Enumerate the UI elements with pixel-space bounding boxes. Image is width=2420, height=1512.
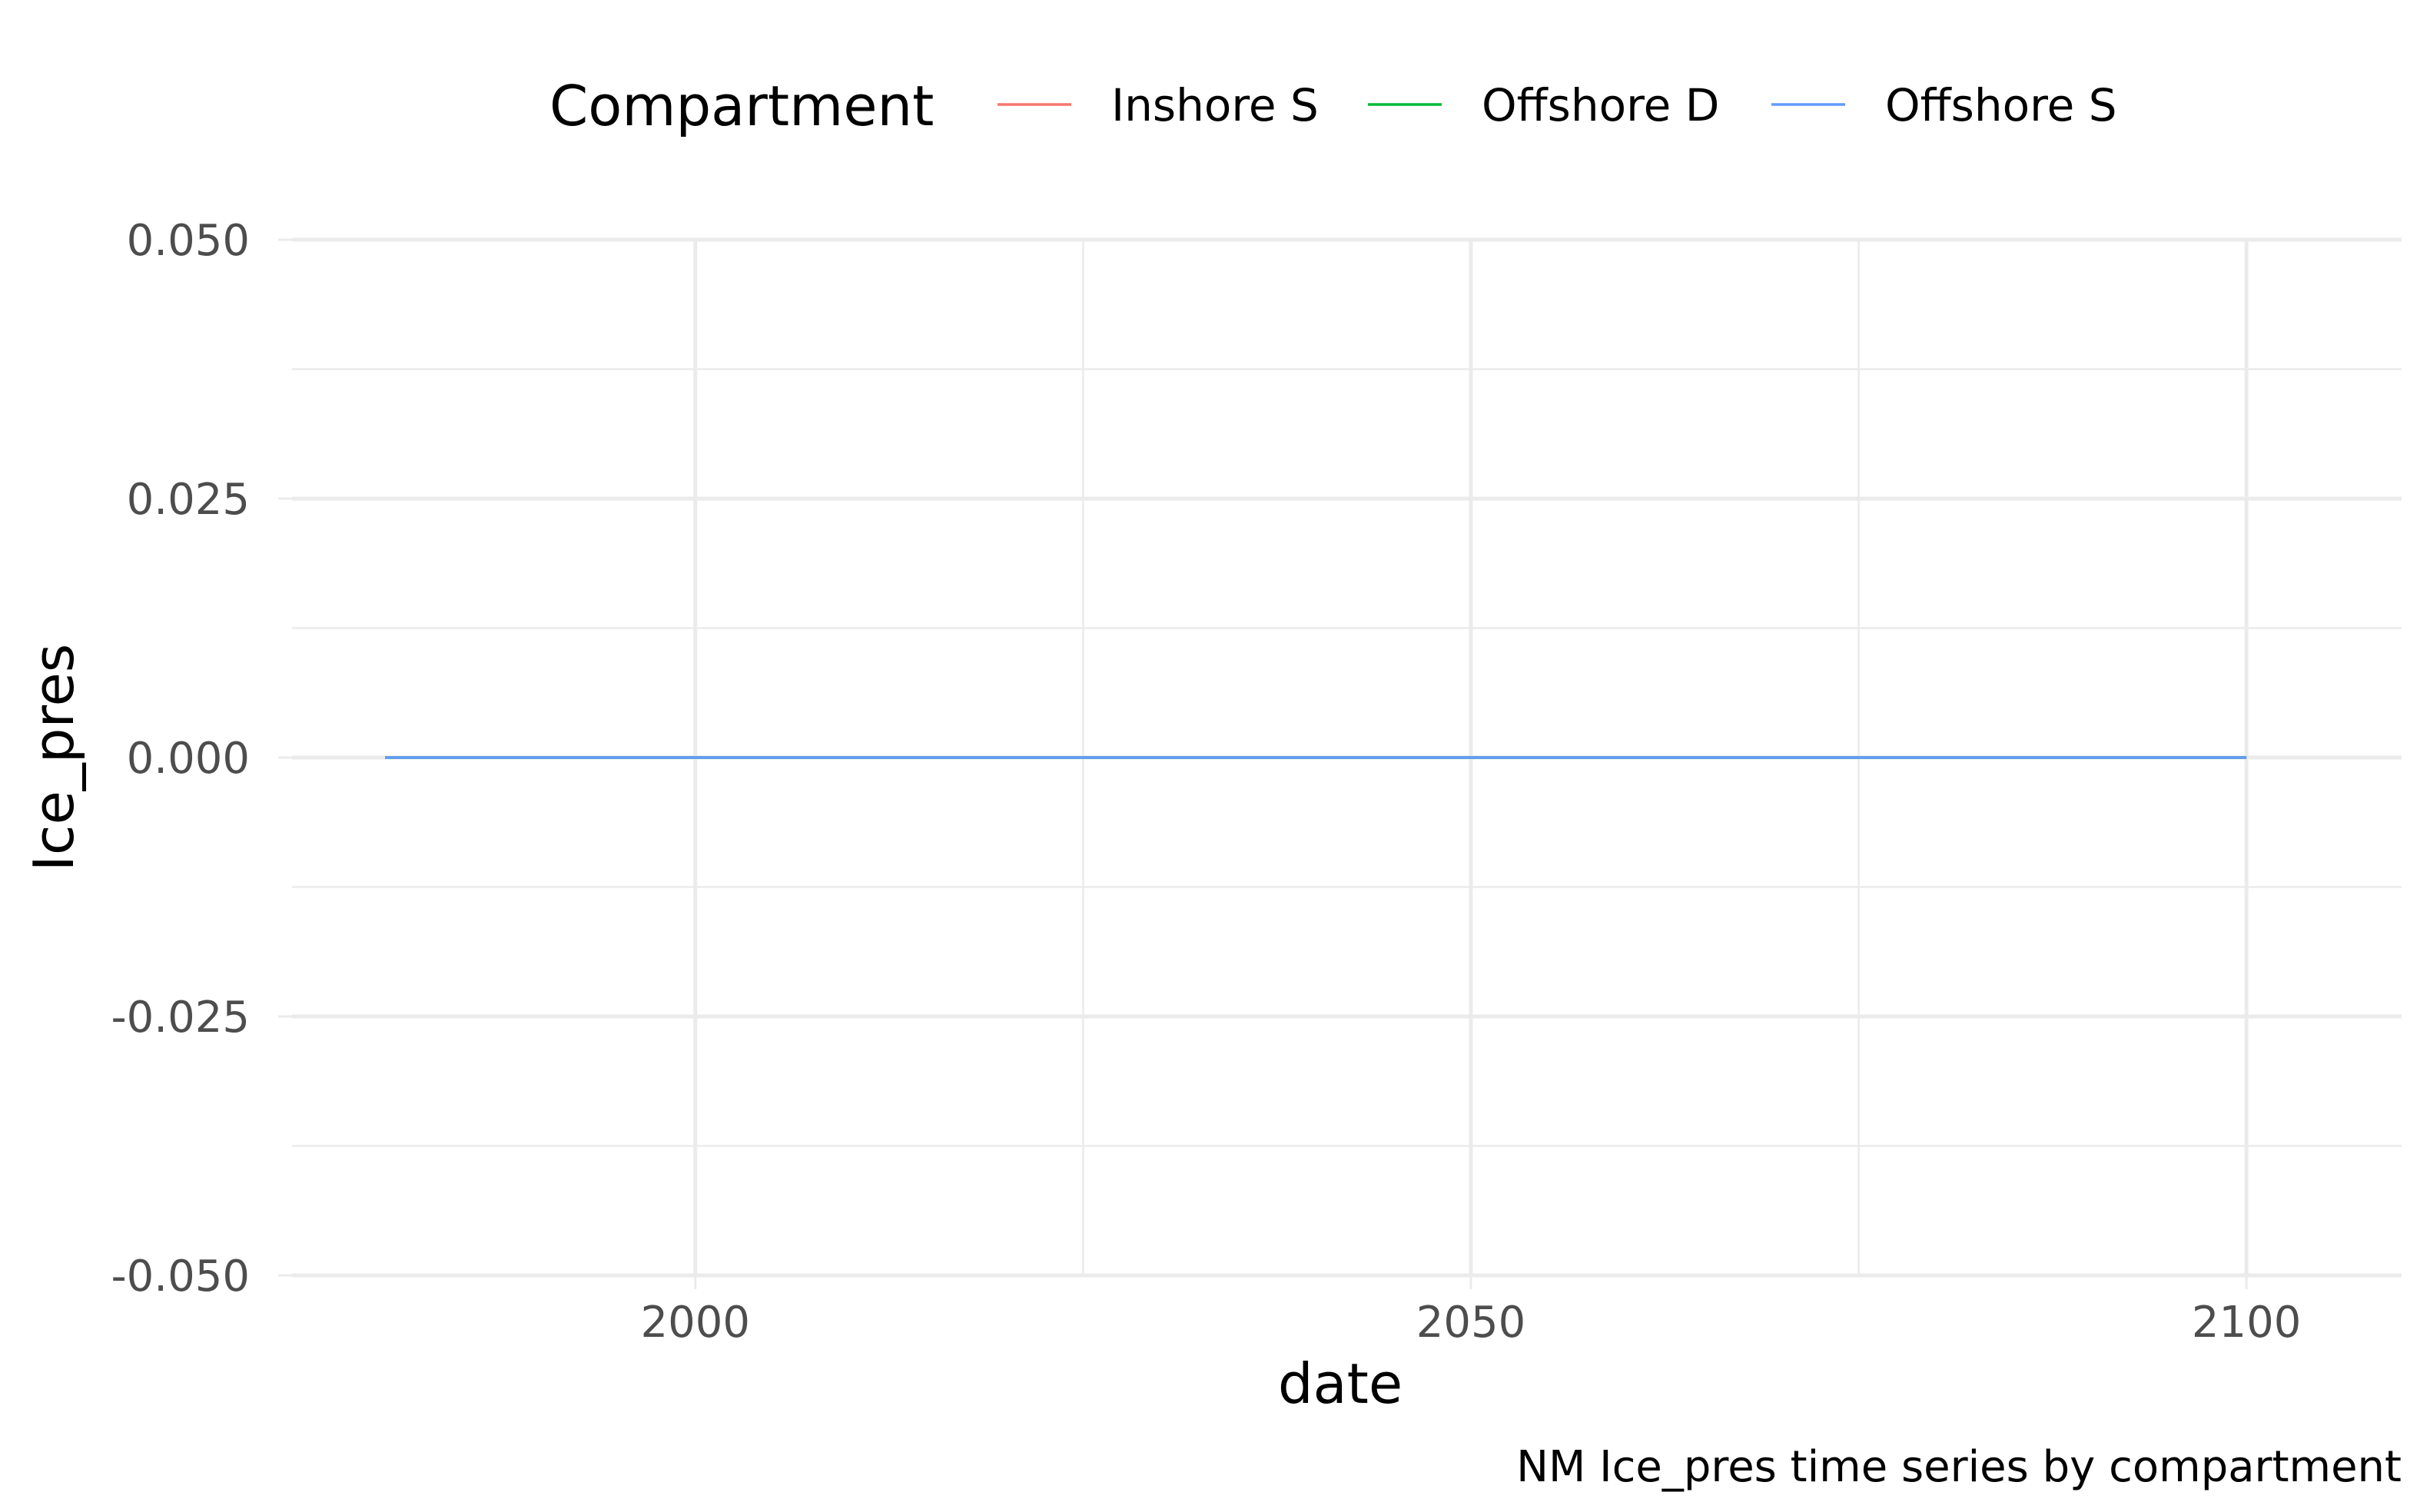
x-tick-label: 2050 [1416,1298,1526,1348]
y-tick-label: 0.025 [127,475,250,525]
caption: NM Ice_pres time series by compartment [1516,1442,2402,1492]
legend-label: Offshore D [1482,79,1719,131]
y-tick-label: -0.050 [111,1252,250,1301]
y-tick-label: -0.025 [111,993,250,1043]
y-axis-title: Ice_pres [22,644,86,872]
legend-entry: Inshore S [998,79,1319,131]
grid [278,237,2402,1289]
legend-title: Compartment [549,74,934,138]
x-tick-label: 2100 [2192,1298,2302,1348]
legend-entry: Offshore D [1368,79,1719,131]
legend-entries: Inshore S Offshore D Offshore S [998,79,2117,131]
legend: Compartment Inshore S Offshore D Offshore … [549,74,2117,138]
x-axis-title: date [1278,1351,1403,1416]
y-tick-label: 0.000 [127,734,250,784]
legend-entry: Offshore S [1771,79,2117,131]
x-axis-ticks: 2000 2050 2100 [641,1298,2302,1348]
x-tick-label: 2000 [641,1298,751,1348]
legend-label: Offshore S [1885,79,2117,131]
y-tick-label: 0.050 [127,216,250,266]
y-axis-ticks: -0.050 -0.025 0.000 0.025 0.050 [111,216,250,1301]
legend-label: Inshore S [1111,79,1319,131]
